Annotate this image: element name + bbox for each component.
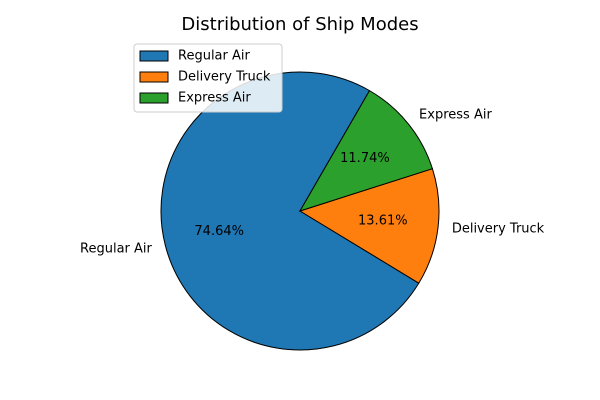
chart-title: Distribution of Ship Modes xyxy=(181,14,418,35)
pie-slices xyxy=(160,71,440,351)
percent-label-delivery-truck: 13.61% xyxy=(358,213,408,228)
legend-frame xyxy=(133,43,283,113)
legend-label-express-air: Express Air xyxy=(178,91,251,106)
slice-label-delivery-truck: Delivery Truck xyxy=(452,222,545,237)
legend-label-regular-air: Regular Air xyxy=(178,49,250,64)
legend-swatch-delivery-truck xyxy=(139,71,169,83)
legend-swatch-regular-air xyxy=(139,50,169,62)
legend: Regular Air Delivery Truck Express Air xyxy=(133,43,283,113)
slice-label-express-air: Express Air xyxy=(419,108,492,123)
slice-labels: Regular Air Delivery Truck Express Air xyxy=(80,108,545,257)
percent-labels: 74.64% 13.61% 11.74% xyxy=(194,151,407,239)
pie-slice-express-air xyxy=(298,89,434,212)
slice-label-regular-air: Regular Air xyxy=(80,241,152,256)
pie-slice-delivery-truck xyxy=(298,168,440,284)
percent-label-express-air: 11.74% xyxy=(340,151,390,166)
legend-label-delivery-truck: Delivery Truck xyxy=(178,70,271,85)
legend-swatch-express-air xyxy=(139,92,169,104)
percent-label-regular-air: 74.64% xyxy=(194,224,244,239)
